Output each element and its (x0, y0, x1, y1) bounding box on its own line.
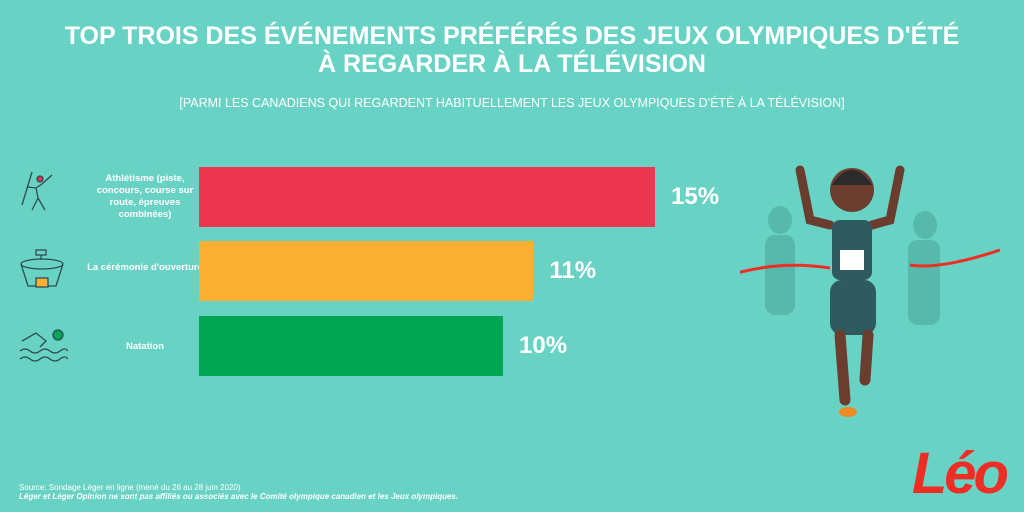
title-line-1: TOP TROIS DES ÉVÉNEMENTS PRÉFÉRÉS DES JE… (64, 22, 960, 50)
runner-illustration (740, 165, 1001, 417)
data-label: 11% (549, 257, 597, 284)
chart-title: TOP TROIS DES ÉVÉNEMENTS PRÉFÉRÉS DES JE… (0, 22, 1024, 78)
bar (199, 241, 534, 301)
title-line-2: À REGARDER À LA TÉLÉVISION (318, 50, 706, 78)
bar (199, 167, 655, 227)
stadium-icon (20, 249, 64, 288)
source-note: Source: Sondage Léger en ligne (mené du … (19, 483, 241, 492)
disclaimer: Léger et Léger Opinion ne sont pas affil… (19, 492, 459, 501)
data-label: 15% (671, 183, 720, 210)
leo-logo: Léo (911, 441, 1009, 506)
category-label: La cérémonie d'ouverture (87, 262, 203, 273)
javelin-thrower-icon (21, 171, 53, 211)
data-label: 10% (519, 332, 568, 359)
category-label: Natation (126, 341, 164, 352)
chart-subtitle: [PARMI LES CANADIENS QUI REGARDENT HABIT… (179, 96, 845, 110)
category-label: Athlétisme (piste, concours, course sur … (96, 173, 194, 220)
bar (199, 316, 503, 376)
swimmer-icon (19, 329, 68, 362)
